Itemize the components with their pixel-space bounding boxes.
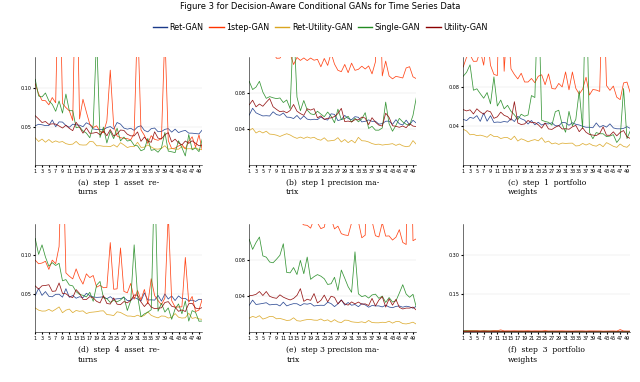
Legend: Ret-GAN, 1step-GAN, Ret-Utility-GAN, Single-GAN, Utility-GAN: Ret-GAN, 1step-GAN, Ret-Utility-GAN, Sin… bbox=[150, 19, 490, 35]
X-axis label: (d)  step  4  asset  re-
turns: (d) step 4 asset re- turns bbox=[78, 346, 159, 364]
X-axis label: (c)  step  1  portfolio
weights: (c) step 1 portfolio weights bbox=[508, 179, 586, 196]
X-axis label: (e)  step 3 precision ma-
trix: (e) step 3 precision ma- trix bbox=[286, 346, 380, 364]
X-axis label: (b)  step 1 precision ma-
trix: (b) step 1 precision ma- trix bbox=[286, 179, 380, 196]
X-axis label: (a)  step  1  asset  re-
turns: (a) step 1 asset re- turns bbox=[78, 179, 159, 196]
X-axis label: (f)  step  3  portfolio
weights: (f) step 3 portfolio weights bbox=[508, 346, 585, 364]
Text: Figure 3 for Decision-Aware Conditional GANs for Time Series Data: Figure 3 for Decision-Aware Conditional … bbox=[180, 2, 460, 11]
